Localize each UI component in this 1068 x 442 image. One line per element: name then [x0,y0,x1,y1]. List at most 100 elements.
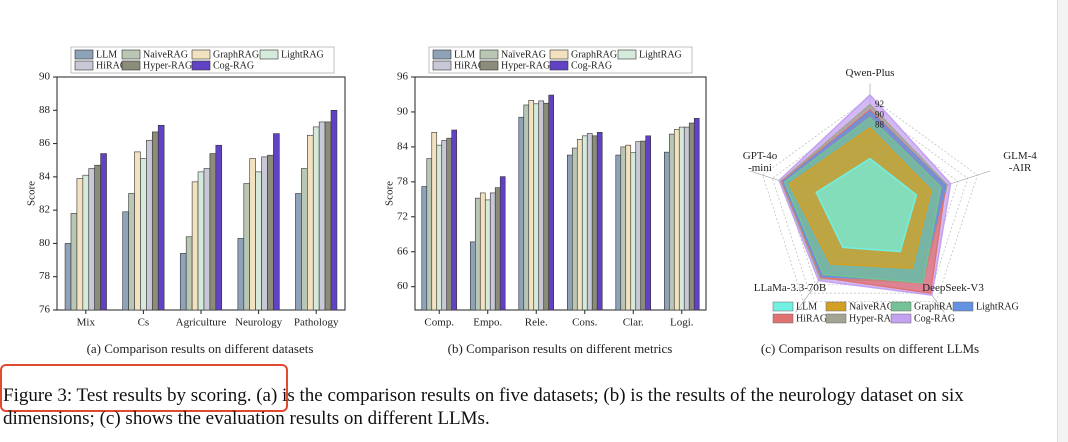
legend-swatch [191,60,211,71]
bar [688,122,695,311]
bar [185,236,193,311]
bar [469,241,476,311]
bar [571,147,578,311]
x-tick-label: Clar. [623,317,644,329]
bar [307,134,314,311]
bar [620,146,627,311]
x-tick-label: Cons. [572,317,598,329]
bar [312,126,320,311]
bar [533,103,540,311]
bar [436,144,443,311]
legend-swatch [74,60,94,71]
legend-swatch [952,301,974,312]
legend-label: LightRAG [281,49,324,60]
bar [197,171,205,311]
axis-label: LLaMa-3.3-70B [753,282,827,294]
legend-swatch [479,49,499,60]
bar [678,126,685,311]
bar [446,137,453,311]
bar [88,168,95,311]
highlight-box [0,364,288,412]
y-axis-label: Score [384,181,396,206]
x-tick-label: Mix [77,317,96,329]
caption-text: (a) is the comparison results on five da… [3,385,964,429]
subcaption: (b) Comparison results on different metr… [448,341,673,356]
legend-swatch [772,313,794,324]
y-tick-label: 80 [39,237,51,249]
radar-area [815,157,918,253]
bar [474,197,481,311]
bar [668,133,675,311]
legend-swatch [121,49,141,60]
scrollbar [1057,0,1068,442]
bar [523,104,530,311]
y-tick-label: 72 [397,210,408,222]
legend-label: LLM [454,49,475,60]
y-tick-label: 82 [39,204,50,216]
y-tick-label: 90 [397,105,409,117]
bar [134,151,141,311]
legend-swatch [549,60,569,71]
legend-swatch [825,301,847,312]
y-tick-label: 96 [397,71,409,83]
legend-label: Cog-RAG [571,60,612,71]
y-tick-label: 88 [39,104,51,116]
bar [528,100,535,311]
bar [267,154,274,311]
bar [146,139,153,311]
legend-label: NaïveRAG [501,49,546,60]
bar [625,144,632,311]
bar [576,139,583,311]
legend-swatch [825,313,847,324]
bar [255,171,262,311]
bar [640,140,647,311]
y-tick-label: 84 [397,140,409,152]
bar [100,153,107,311]
caption-label: Figure 3: Test results by scoring. [3,385,252,406]
bar [94,164,101,311]
bar [318,121,326,311]
bar [261,156,268,311]
bar [237,238,245,311]
bar [140,158,147,311]
bar [693,118,700,311]
legend-swatch [432,49,452,60]
bar [518,116,525,311]
bar [591,135,598,311]
legend-swatch [479,60,499,71]
axis-label: GPT-4o -mini [742,150,778,174]
grid-ring [771,106,969,294]
legend-swatch [259,49,279,60]
legend-swatch [772,301,794,312]
bar [243,183,251,311]
y-tick-label: 76 [39,304,51,316]
legend-swatch [432,60,452,71]
bar [586,133,593,311]
grid-ring [762,96,978,302]
bar [191,181,199,311]
legend-swatch [74,49,94,60]
bar [451,129,458,311]
bar [673,129,680,311]
x-tick-label: Neurology [235,317,283,329]
bar [295,193,302,311]
bar [70,213,78,311]
legend-label: GraphRAG [914,301,960,312]
bar [203,168,211,311]
x-tick-label: Comp. [424,317,454,329]
bar [122,211,129,311]
bar [596,132,603,311]
subcaption: (c) Comparison results on different LLMs [761,341,979,356]
legend-label: LightRAG [976,301,1019,312]
y-tick-label: 84 [39,170,51,182]
legend-label: HiRAG [96,60,127,71]
bar [479,192,486,311]
bar [431,132,438,311]
r-tick-label: 88 [875,120,885,130]
legend-label: HiRAG [796,313,827,324]
bar [273,133,280,311]
bar [82,174,90,311]
bar [249,158,256,311]
bar [494,187,501,311]
bar [543,102,550,311]
